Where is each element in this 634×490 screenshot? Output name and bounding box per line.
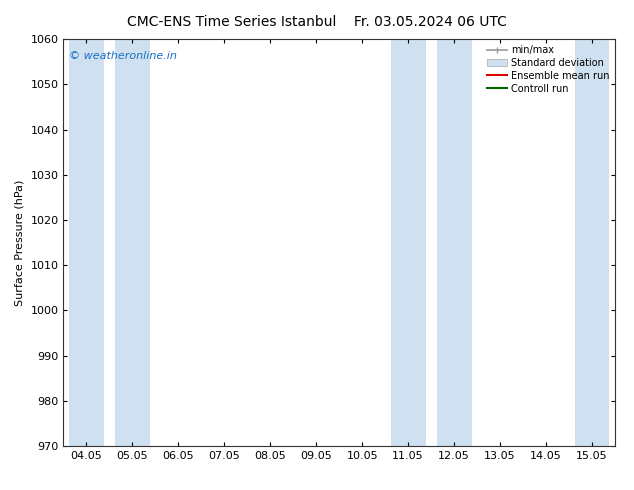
Bar: [115, 39, 150, 446]
Bar: [437, 39, 472, 446]
Bar: [391, 39, 425, 446]
Text: CMC-ENS Time Series Istanbul    Fr. 03.05.2024 06 UTC: CMC-ENS Time Series Istanbul Fr. 03.05.2…: [127, 15, 507, 29]
Bar: [69, 39, 104, 446]
Legend: min/max, Standard deviation, Ensemble mean run, Controll run: min/max, Standard deviation, Ensemble me…: [483, 41, 613, 98]
Text: © weatheronline.in: © weatheronline.in: [69, 51, 177, 61]
Y-axis label: Surface Pressure (hPa): Surface Pressure (hPa): [15, 179, 25, 306]
Bar: [574, 39, 609, 446]
